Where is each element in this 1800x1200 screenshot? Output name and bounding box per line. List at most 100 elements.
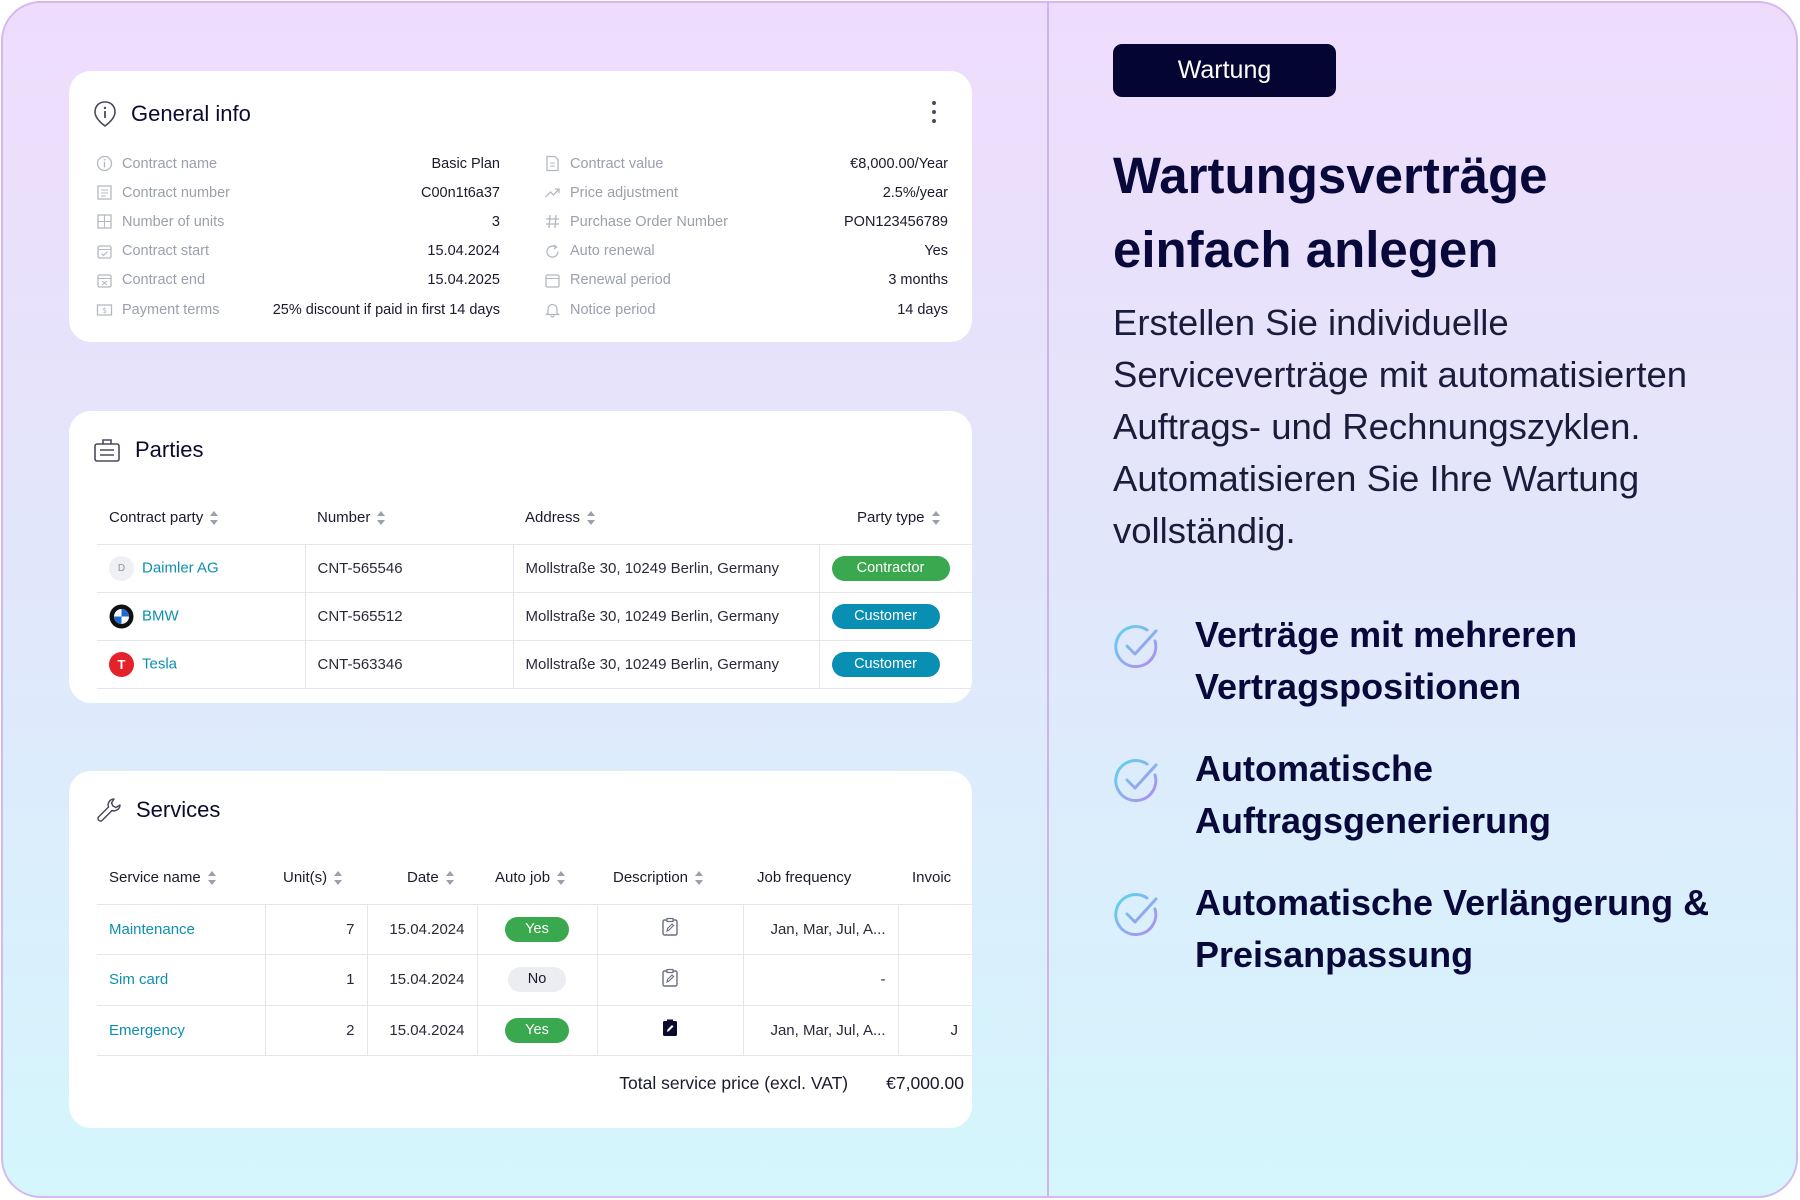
daimler-logo-icon: D	[109, 555, 134, 581]
party-address: Mollstraße 30, 10249 Berlin, Germany	[513, 543, 820, 592]
general-info-right-column: Contract value €8,000.00/Year Price adjus…	[543, 149, 948, 324]
info-label: Contract number	[122, 184, 230, 201]
feature-line-2: Auftragsgenerierung	[1195, 800, 1552, 841]
info-value: 15.04.2025	[427, 272, 500, 289]
invoice-cell: J	[898, 1004, 972, 1056]
document-icon	[95, 184, 113, 202]
parties-header: Parties	[93, 437, 203, 463]
info-row: Auto renewal Yes	[543, 237, 948, 266]
info-value: 2.5%/year	[882, 184, 948, 201]
info-value: 3 months	[888, 272, 948, 289]
service-units: 1	[265, 954, 368, 1005]
column-header-auto-job[interactable]: Auto job	[477, 851, 597, 904]
bmw-logo-icon	[109, 604, 134, 629]
clipboard-edit-filled-icon[interactable]	[660, 1019, 680, 1042]
info-row: Contract value €8,000.00/Year	[543, 149, 948, 178]
column-header-contract-party[interactable]: Contract party	[97, 491, 305, 544]
sort-icon[interactable]	[209, 510, 219, 525]
service-name-link[interactable]: Maintenance	[109, 920, 195, 938]
party-name-link[interactable]: BMW	[142, 606, 179, 624]
column-header-units[interactable]: Unit(s)	[265, 851, 367, 904]
auto-job-badge: No	[508, 967, 566, 993]
column-header-party-type[interactable]: Party type	[819, 491, 972, 544]
sort-icon[interactable]	[586, 510, 596, 525]
party-number: CNT-565546	[305, 543, 514, 592]
clipboard-edit-icon[interactable]	[660, 918, 680, 941]
party-type-badge: Customer	[831, 603, 940, 629]
sort-icon[interactable]	[931, 510, 941, 525]
party-name-link[interactable]: Daimler AG	[142, 558, 219, 576]
info-row: Contract start 15.04.2024	[95, 237, 500, 266]
invoice-cell	[898, 903, 972, 955]
check-circle-icon	[1114, 759, 1158, 803]
body-text: Erstellen Sie individuelle Serviceverträ…	[1113, 302, 1688, 551]
job-frequency: -	[743, 954, 899, 1005]
column-header-date[interactable]: Date	[367, 851, 477, 904]
info-value: 14 days	[897, 301, 948, 318]
feature-line-1: Automatische Verlängerung &	[1195, 882, 1710, 923]
feature-line-2: Preisanpassung	[1195, 934, 1474, 975]
info-row: Contract end 15.04.2025	[95, 266, 500, 295]
headline: Wartungsverträge einfach anlegen	[1113, 139, 1753, 287]
auto-job-badge: Yes	[505, 1017, 569, 1043]
panel-divider	[1047, 3, 1049, 1196]
column-header-address[interactable]: Address	[513, 491, 819, 544]
feature-item: Verträge mit mehreren Vertragspositionen	[1111, 609, 1791, 713]
table-row[interactable]: T Tesla CNT-563346 Mollstraße 30, 10249 B…	[97, 639, 972, 689]
sort-icon[interactable]	[694, 870, 704, 885]
table-row[interactable]: D Daimler AG CNT-565546 Mollstraße 30, 10…	[97, 543, 972, 592]
svg-text:$: $	[101, 306, 106, 315]
briefcase-icon	[94, 439, 120, 462]
column-header-description[interactable]: Description	[597, 851, 743, 904]
sort-icon[interactable]	[207, 870, 217, 885]
parties-title: Parties	[135, 437, 204, 462]
info-row: Contract name Basic Plan	[95, 149, 500, 178]
info-value: PON123456789	[844, 213, 948, 230]
info-value: Yes	[924, 243, 948, 260]
sort-icon[interactable]	[333, 870, 343, 885]
party-name-link[interactable]: Tesla	[142, 654, 178, 672]
party-address: Mollstraße 30, 10249 Berlin, Germany	[513, 591, 820, 640]
auto-job-badge: Yes	[505, 916, 569, 942]
headline-line-2: einfach anlegen	[1113, 221, 1499, 278]
total-value: €7,000.00	[886, 1073, 964, 1093]
trend-up-icon	[543, 184, 561, 202]
service-name-link[interactable]: Sim card	[109, 971, 169, 989]
info-shield-icon	[94, 101, 116, 127]
table-row[interactable]: Sim card 1 15.04.2024 No -	[97, 954, 972, 1005]
table-row[interactable]: BMW CNT-565512 Mollstraße 30, 10249 Berl…	[97, 591, 972, 640]
service-units: 2	[265, 1004, 368, 1056]
calendar-check-icon	[95, 242, 113, 260]
tesla-logo-icon: T	[109, 651, 134, 677]
column-header-number[interactable]: Number	[305, 491, 513, 544]
column-header-job-frequency[interactable]: Job frequency	[757, 868, 852, 886]
service-name-link[interactable]: Emergency	[109, 1021, 185, 1039]
info-label: Contract end	[122, 272, 206, 289]
feature-item: Automatische Verlängerung & Preisanpassun…	[1111, 877, 1791, 981]
calendar-x-icon	[95, 271, 113, 289]
general-info-title: General info	[131, 101, 251, 126]
info-circle-icon	[95, 155, 113, 173]
services-title: Services	[136, 797, 221, 822]
table-row[interactable]: Maintenance 7 15.04.2024 Yes Jan, Mar, J…	[97, 903, 972, 955]
general-info-card: General info Contract name Basic Plan Con…	[69, 71, 972, 342]
party-number: CNT-563346	[305, 639, 514, 689]
column-header-service-name[interactable]: Service name	[97, 851, 265, 904]
info-label: Price adjustment	[570, 184, 678, 201]
services-card: Services Service name Unit(s) Date Auto …	[69, 771, 972, 1128]
feature-item: Automatische Auftragsgenerierung	[1111, 743, 1791, 847]
general-info-left-column: Contract name Basic Plan Contract number C…	[95, 149, 500, 324]
sort-icon[interactable]	[445, 870, 455, 885]
column-header-invoice[interactable]: Invoic	[912, 868, 952, 886]
money-icon: $	[95, 301, 113, 319]
parties-table: Contract party Number Address Party type…	[97, 491, 972, 689]
job-frequency: Jan, Mar, Jul, A...	[743, 1004, 899, 1056]
clipboard-edit-icon[interactable]	[660, 968, 680, 992]
sort-icon[interactable]	[556, 870, 566, 885]
more-options-icon[interactable]	[932, 101, 938, 123]
table-row[interactable]: Emergency 2 15.04.2024 Yes Jan, Mar, Jul…	[97, 1004, 972, 1056]
category-tag: Wartung	[1113, 44, 1336, 97]
sort-icon[interactable]	[376, 510, 386, 525]
services-table: Service name Unit(s) Date Auto job Descr…	[97, 851, 972, 1056]
party-number: CNT-565512	[305, 591, 514, 640]
